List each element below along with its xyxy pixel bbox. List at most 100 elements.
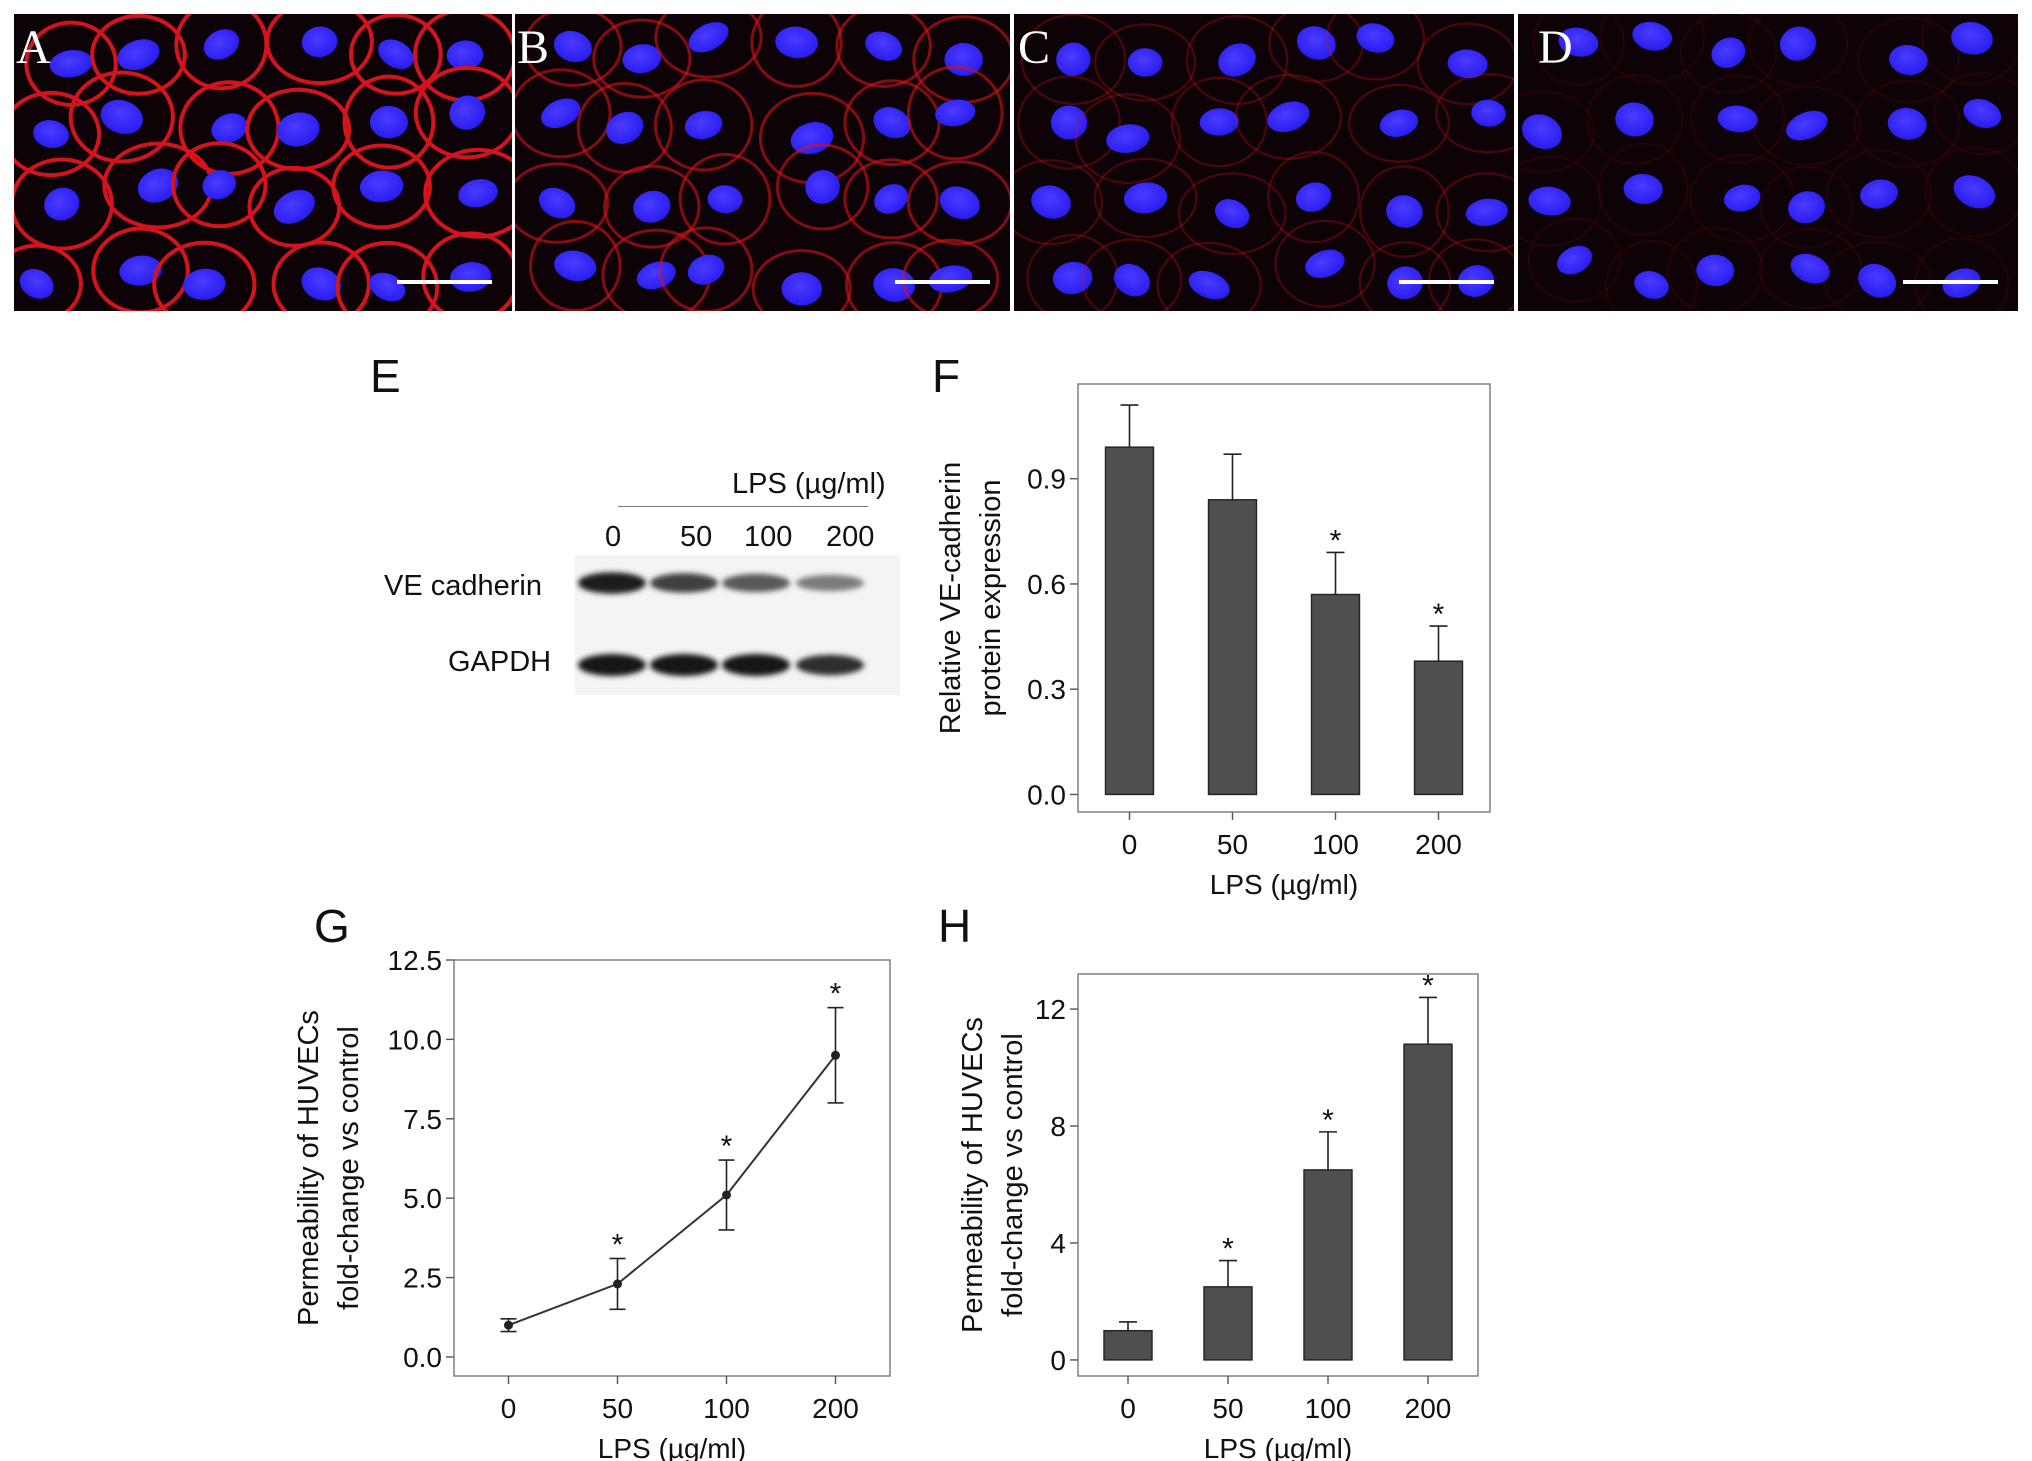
cell-nucleus [1521, 114, 1562, 150]
cell-membrane [1759, 166, 1854, 249]
cell-membrane [1853, 80, 1961, 168]
cell-nucleus [622, 44, 662, 74]
cell-membrane [1435, 172, 1514, 253]
cell-membrane [1093, 157, 1198, 238]
cell-membrane [1416, 22, 1514, 106]
cell-membrane [1170, 76, 1268, 168]
panel-label-f: F [932, 350, 961, 402]
cell-membrane [678, 152, 772, 246]
cell-membrane [91, 226, 190, 311]
x-tick-label: 100 [1305, 1393, 1352, 1424]
blot-band [578, 572, 646, 594]
cell-nucleus [1031, 185, 1071, 219]
cell-nucleus [1887, 107, 1927, 140]
y-axis-label: fold-change vs control [997, 1033, 1029, 1317]
y-axis-label: Permeability of HUVECs [957, 1017, 989, 1333]
cell-nucleus [458, 179, 498, 208]
panel-label-e: E [370, 350, 401, 402]
cell-nucleus [276, 112, 320, 147]
significance-marker: * [1330, 524, 1342, 557]
cell-nucleus [1386, 195, 1423, 228]
cell-nucleus [1623, 173, 1663, 205]
cell-membrane [1177, 172, 1287, 255]
cell-nucleus [100, 99, 143, 135]
cell-nucleus [1052, 261, 1093, 295]
cell-nucleus [554, 250, 597, 282]
x-tick-label: 0 [501, 1393, 517, 1424]
cell-membrane [1924, 146, 2018, 238]
bar [1203, 1286, 1253, 1361]
cell-membrane [1156, 241, 1262, 311]
cell-membrane [331, 143, 432, 230]
cell-nucleus [775, 26, 818, 59]
cell-membrane [1758, 228, 1862, 310]
cell-membrane [1274, 219, 1376, 308]
cell-nucleus [1296, 26, 1336, 60]
x-tick-label: 200 [812, 1393, 859, 1424]
cell-membrane [1586, 74, 1683, 165]
cell-membrane [751, 249, 852, 311]
cell-nucleus [359, 170, 404, 203]
cell-nucleus [44, 187, 80, 221]
blot-band [796, 574, 864, 592]
cell-membrane [1518, 155, 1602, 247]
cell-nucleus [1723, 184, 1761, 212]
x-tick-label: 0 [1122, 829, 1138, 860]
cell-membrane [1266, 150, 1361, 244]
blot-row-label: GAPDH [448, 646, 552, 678]
x-axis-label: LPS (µg/ml) [598, 1433, 746, 1461]
panel-label-g: G [314, 900, 350, 952]
cell-membrane [906, 160, 1010, 246]
cell-membrane [265, 14, 374, 86]
significance-marker: * [1222, 1233, 1234, 1266]
series-line [508, 1054, 837, 1327]
cell-nucleus [805, 170, 840, 204]
cell-nucleus [1858, 263, 1897, 298]
cell-nucleus [1471, 99, 1506, 127]
cell-nucleus [1188, 270, 1230, 300]
chart-h: 0 4 8 12 0 50 100 200 * * * LPS (µg/ml) Permeability… [957, 969, 1479, 1461]
blot-row-label: VE cadherin [384, 570, 542, 602]
cell-nucleus [873, 107, 911, 139]
y-axis-label: Relative VE-cadherin [935, 462, 967, 734]
cell-nucleus [1632, 21, 1673, 51]
cell-membrane [1532, 14, 1625, 86]
cell-nucleus [1963, 98, 2002, 129]
cell-nucleus [33, 120, 69, 148]
y-tick-label: 7.5 [403, 1104, 442, 1135]
cell-nucleus [781, 272, 822, 306]
cell-membrane [843, 79, 941, 167]
cell-membrane [1921, 14, 2018, 86]
cell-nucleus [1711, 37, 1746, 68]
data-point [831, 1050, 840, 1060]
cell-nucleus [1295, 182, 1332, 212]
cell-membrane [653, 78, 754, 172]
cell-membrane [1857, 16, 1960, 104]
cell-nucleus [1779, 26, 1817, 61]
x-tick-label: 50 [1212, 1393, 1243, 1424]
blot-lane-label: 200 [826, 521, 875, 553]
cell-nucleus [538, 187, 576, 219]
cell-membrane [1518, 90, 1595, 174]
cell-membrane [14, 90, 102, 178]
cell-nucleus [688, 22, 729, 53]
cell-nucleus [119, 255, 162, 286]
blot-treatment-label: LPS (µg/ml) [732, 468, 886, 500]
cell-nucleus [1786, 110, 1828, 141]
cell-nucleus [203, 29, 240, 60]
cell-nucleus [541, 98, 581, 129]
cell-membrane [342, 74, 436, 170]
cell-membrane [271, 240, 371, 311]
cell-nucleus [1717, 105, 1758, 133]
cell-membrane [1094, 23, 1197, 102]
cell-nucleus [1528, 186, 1571, 216]
x-tick-label: 50 [602, 1393, 633, 1424]
y-tick-label: 0.0 [1027, 779, 1066, 810]
x-axis-label: LPS (µg/ml) [1204, 1433, 1352, 1461]
cell-nucleus [211, 113, 248, 143]
significance-marker: * [830, 978, 842, 1011]
bar [1104, 446, 1155, 796]
cell-nucleus [684, 110, 723, 140]
y-tick-label: 12 [1035, 994, 1066, 1025]
cell-nucleus [1860, 179, 1898, 209]
